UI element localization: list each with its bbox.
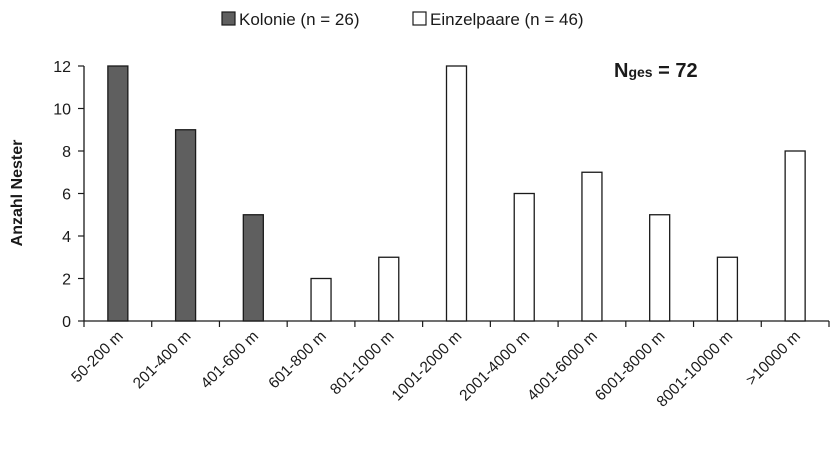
x-category-label: 2001-4000 m xyxy=(456,328,533,405)
total-count-annotation: Nges = 72 xyxy=(614,60,698,82)
x-category-label: 6001-8000 m xyxy=(592,328,669,405)
y-tick-label: 4 xyxy=(62,229,71,246)
y-tick-label: 12 xyxy=(53,59,71,76)
legend-label-kolonie: Kolonie (n = 26) xyxy=(239,10,360,29)
x-category-label: 1001-2000 m xyxy=(389,328,466,405)
annotation-rest: = 72 xyxy=(653,60,698,82)
x-category-label: >10000 m xyxy=(743,328,804,389)
legend-label-einzelpaare: Einzelpaare (n = 46) xyxy=(430,10,584,29)
x-category-label: 801-1000 m xyxy=(327,328,398,399)
x-category-label: 50-200 m xyxy=(68,328,126,386)
x-category-label: 601-800 m xyxy=(265,328,329,392)
bar-einzelpaare xyxy=(445,65,468,322)
legend-swatch-kolonie xyxy=(221,11,236,26)
annotation-subscript: ges xyxy=(628,64,652,80)
y-tick-label: 2 xyxy=(62,272,71,289)
y-tick-label: 6 xyxy=(62,187,71,204)
bar-einzelpaare xyxy=(649,214,671,322)
bar-einzelpaare xyxy=(378,256,400,322)
bar-einzelpaare xyxy=(310,277,332,322)
x-category-label: 4001-6000 m xyxy=(524,328,601,405)
bar-einzelpaare xyxy=(581,171,603,322)
bar-einzelpaare xyxy=(784,150,806,322)
x-category-label: 201-400 m xyxy=(130,328,194,392)
y-tick-label: 10 xyxy=(53,102,71,119)
bar-einzelpaare xyxy=(513,192,535,322)
legend: Kolonie (n = 26) Einzelpaare (n = 46) xyxy=(221,10,584,29)
legend-swatch-einzelpaare xyxy=(412,11,427,26)
plot-area: 0 2 4 6 8 10 12 50-200 m 201-400 m 401-600 m 601-8… xyxy=(53,59,830,411)
y-tick-label: 8 xyxy=(62,144,71,161)
bar-kolonie xyxy=(242,214,264,322)
x-category-label: 401-600 m xyxy=(198,328,262,392)
bar-einzelpaare xyxy=(716,256,739,322)
annotation-main: N xyxy=(614,60,628,82)
bar-kolonie xyxy=(174,129,197,322)
y-axis-title: Anzahl Nester xyxy=(9,140,26,247)
y-tick-label: 0 xyxy=(62,314,71,331)
bar-kolonie xyxy=(107,65,129,322)
